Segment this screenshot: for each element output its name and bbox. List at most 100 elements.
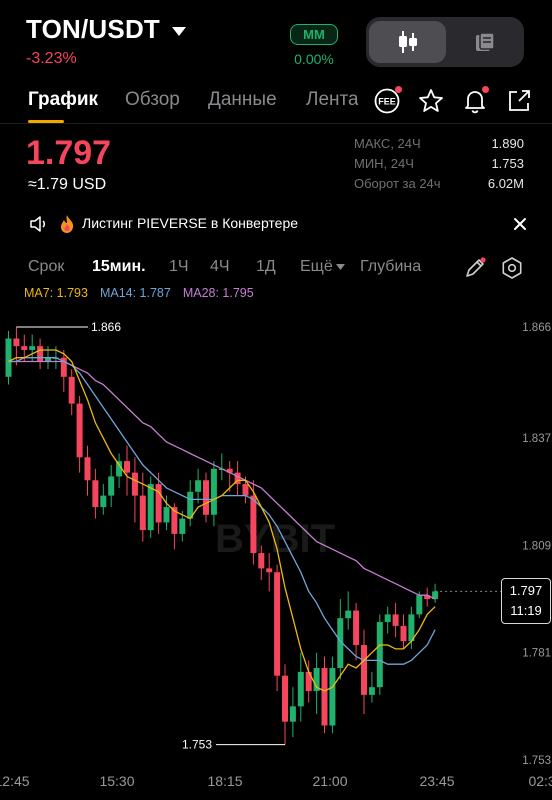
stat-label: МИН, 24Ч [354, 156, 414, 171]
ma14-line [8, 357, 436, 665]
candle-body [139, 495, 146, 531]
ma7-line [8, 349, 436, 692]
ma7-label: MA7: 1.793 [24, 286, 88, 300]
candle-body [5, 338, 12, 377]
caret-down-icon[interactable] [336, 264, 345, 271]
ma-legend: MA7: 1.793 MA14: 1.787 MA28: 1.795 [24, 286, 254, 300]
interval-4h[interactable]: 4Ч [210, 258, 230, 275]
stat-value: 6.02M [487, 176, 524, 191]
ma14-label: MA14: 1.787 [99, 286, 171, 300]
mm-value: 0.00% [294, 51, 334, 67]
header: TON/USDT -3.23% MM 0.00% [0, 0, 552, 80]
candle-body [171, 507, 178, 534]
candle-body [416, 595, 423, 615]
depth-button[interactable]: Глубина [360, 258, 422, 275]
candle-body [179, 518, 186, 534]
candlestick-chart[interactable]: BYBIT 1.8661.7531.8661.8371.8091.7811.75… [0, 305, 552, 800]
stat-row: МАКС, 24Ч 1.890 [354, 136, 524, 156]
close-icon[interactable] [513, 217, 527, 231]
candle-body [60, 357, 67, 377]
mm-badge[interactable]: MM [290, 24, 338, 45]
interval-1h[interactable]: 1Ч [169, 258, 189, 275]
candle-body [242, 484, 249, 496]
announcement-bar[interactable]: Листинг PIEVERSE в Конвертере [0, 204, 552, 244]
ma28-label: MA28: 1.795 [182, 286, 254, 300]
x-axis-tick-label: 15:30 [99, 773, 134, 789]
candle-body [195, 480, 202, 492]
x-axis-tick-label: 23:45 [419, 773, 454, 789]
interval-term[interactable]: Срок [28, 258, 65, 275]
candle-body [234, 472, 241, 485]
x-axis-tick-label: 02:30 [528, 773, 552, 789]
caret-down-icon[interactable] [172, 26, 187, 36]
interval-more[interactable]: Ещё [300, 258, 333, 275]
price-block: 1.797 ≈1.79 USD МАКС, 24Ч 1.890 МИН, 24Ч 1… [0, 124, 552, 200]
active-tab-indicator [28, 120, 64, 123]
tab-chart[interactable]: График [28, 89, 99, 110]
tab-overview[interactable]: Обзор [125, 89, 180, 110]
candle-body [274, 572, 281, 676]
candle-body [345, 610, 352, 619]
candle-body [84, 457, 91, 481]
candle-body [116, 461, 123, 477]
candle-body [329, 668, 336, 726]
candle-body [203, 480, 209, 515]
tab-feed[interactable]: Лента [306, 89, 358, 110]
stat-value: 1.753 [491, 156, 524, 171]
pair-selector[interactable]: TON/USDT [26, 14, 187, 45]
x-axis-tick-label: 12:45 [0, 773, 30, 789]
candle-body [163, 507, 170, 523]
pair-name[interactable]: TON/USDT [26, 14, 161, 44]
divider [0, 123, 552, 124]
candle-body [226, 468, 233, 473]
mm-indicator[interactable]: MM 0.00% [284, 24, 344, 67]
candle-body [131, 472, 138, 496]
fire-icon [61, 215, 74, 233]
settings-icon[interactable] [500, 256, 524, 280]
stat-label: МАКС, 24Ч [354, 136, 421, 151]
share-icon[interactable] [504, 86, 534, 116]
candle-countdown: 11:19 [510, 603, 542, 618]
draw-pencil-icon[interactable] [463, 256, 487, 280]
y-axis-tick-label: 1.837 [522, 433, 551, 445]
document-icon [475, 32, 495, 51]
candle-body [313, 668, 320, 692]
candle-body [37, 346, 44, 362]
candle-body [76, 403, 83, 458]
bell-icon[interactable] [460, 86, 490, 116]
fee-icon[interactable]: FEE [372, 86, 402, 116]
info-view-button[interactable] [446, 21, 523, 63]
announcement-text[interactable]: Листинг PIEVERSE в Конвертере [82, 215, 299, 231]
candle-body [250, 495, 257, 554]
stat-row: Оборот за 24ч 6.02M [354, 176, 524, 196]
stat-value: 1.890 [491, 136, 524, 151]
candle-body [21, 346, 28, 350]
candle-body [376, 622, 383, 688]
stats-24h: МАКС, 24Ч 1.890 МИН, 24Ч 1.753 Оборот за 2… [354, 136, 524, 196]
candle-body [210, 468, 217, 515]
tab-data[interactable]: Данные [208, 89, 277, 110]
speaker-icon [30, 216, 46, 232]
candle-body [408, 614, 415, 642]
candle-body [297, 671, 304, 707]
candlestick-icon [398, 31, 417, 53]
y-axis-tick-label: 1.866 [522, 322, 551, 334]
interval-1d[interactable]: 1Д [256, 258, 276, 275]
chart-view-button[interactable] [369, 21, 446, 63]
candle-body [13, 338, 20, 347]
current-price-value: 1.797 [509, 583, 543, 598]
candle-body [155, 484, 162, 523]
chart-toolbar: Срок 15мин. 1Ч 4Ч 1Д Ещё Глубина [0, 248, 552, 286]
interval-15m[interactable]: 15мин. [92, 258, 146, 275]
candle-body [321, 668, 328, 726]
candle-body [400, 625, 407, 642]
star-icon[interactable] [416, 86, 446, 116]
high-marker-label: 1.866 [91, 320, 121, 334]
svg-text:FEE: FEE [378, 97, 396, 107]
y-axis-tick-label: 1.809 [522, 540, 551, 552]
view-toggle [366, 17, 524, 67]
y-axis-tick-label: 1.753 [522, 755, 551, 767]
usd-price: ≈1.79 USD [28, 176, 107, 193]
low-marker-label: 1.753 [182, 738, 212, 752]
candle-body [353, 610, 360, 646]
